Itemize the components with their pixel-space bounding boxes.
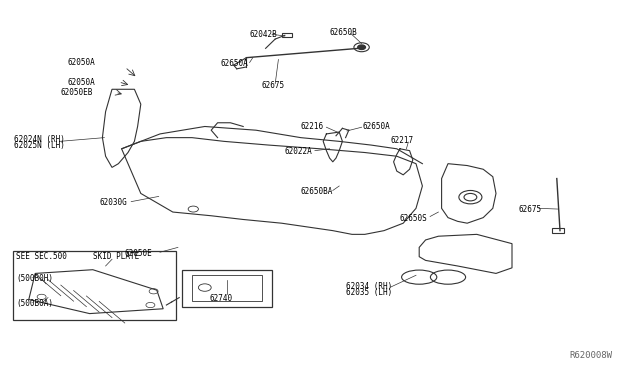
Text: 62650BA: 62650BA [301,187,333,196]
Text: 62025N (LH): 62025N (LH) [14,141,65,150]
Text: SKID PLATE: SKID PLATE [93,252,139,261]
Text: R620008W: R620008W [570,351,612,360]
Text: 62050A: 62050A [67,58,95,67]
Text: 62216: 62216 [301,122,324,131]
Text: 62050A: 62050A [67,78,95,87]
Bar [182,270,272,307]
Text: 62650S: 62650S [400,214,428,223]
Text: 62675: 62675 [261,81,284,90]
Text: 62650A: 62650A [362,122,390,131]
Text: 62217: 62217 [390,136,413,145]
Text: SEE SEC.500: SEE SEC.500 [16,252,67,261]
Text: 62675: 62675 [518,205,541,214]
Text: 62030G: 62030G [99,198,127,207]
Bar [192,275,262,301]
Text: 62650B: 62650B [330,28,357,37]
Text: 62034 (RH): 62034 (RH) [346,282,392,291]
Text: 62050EB: 62050EB [61,88,93,97]
Text: (500B0H): (500B0H) [16,275,53,283]
Text: 62650A: 62650A [221,60,248,68]
Bar [552,228,564,232]
Text: 62024N (RH): 62024N (RH) [14,135,65,144]
Bar [13,251,176,320]
Bar [282,33,292,37]
Text: 62022A: 62022A [285,147,312,156]
Text: 62035 (LH): 62035 (LH) [346,288,392,296]
Circle shape [358,45,365,49]
Text: 62050E: 62050E [125,249,152,258]
Text: 62740: 62740 [209,294,232,303]
Text: 62042B: 62042B [250,30,277,39]
Text: (500B0A): (500B0A) [16,299,53,308]
